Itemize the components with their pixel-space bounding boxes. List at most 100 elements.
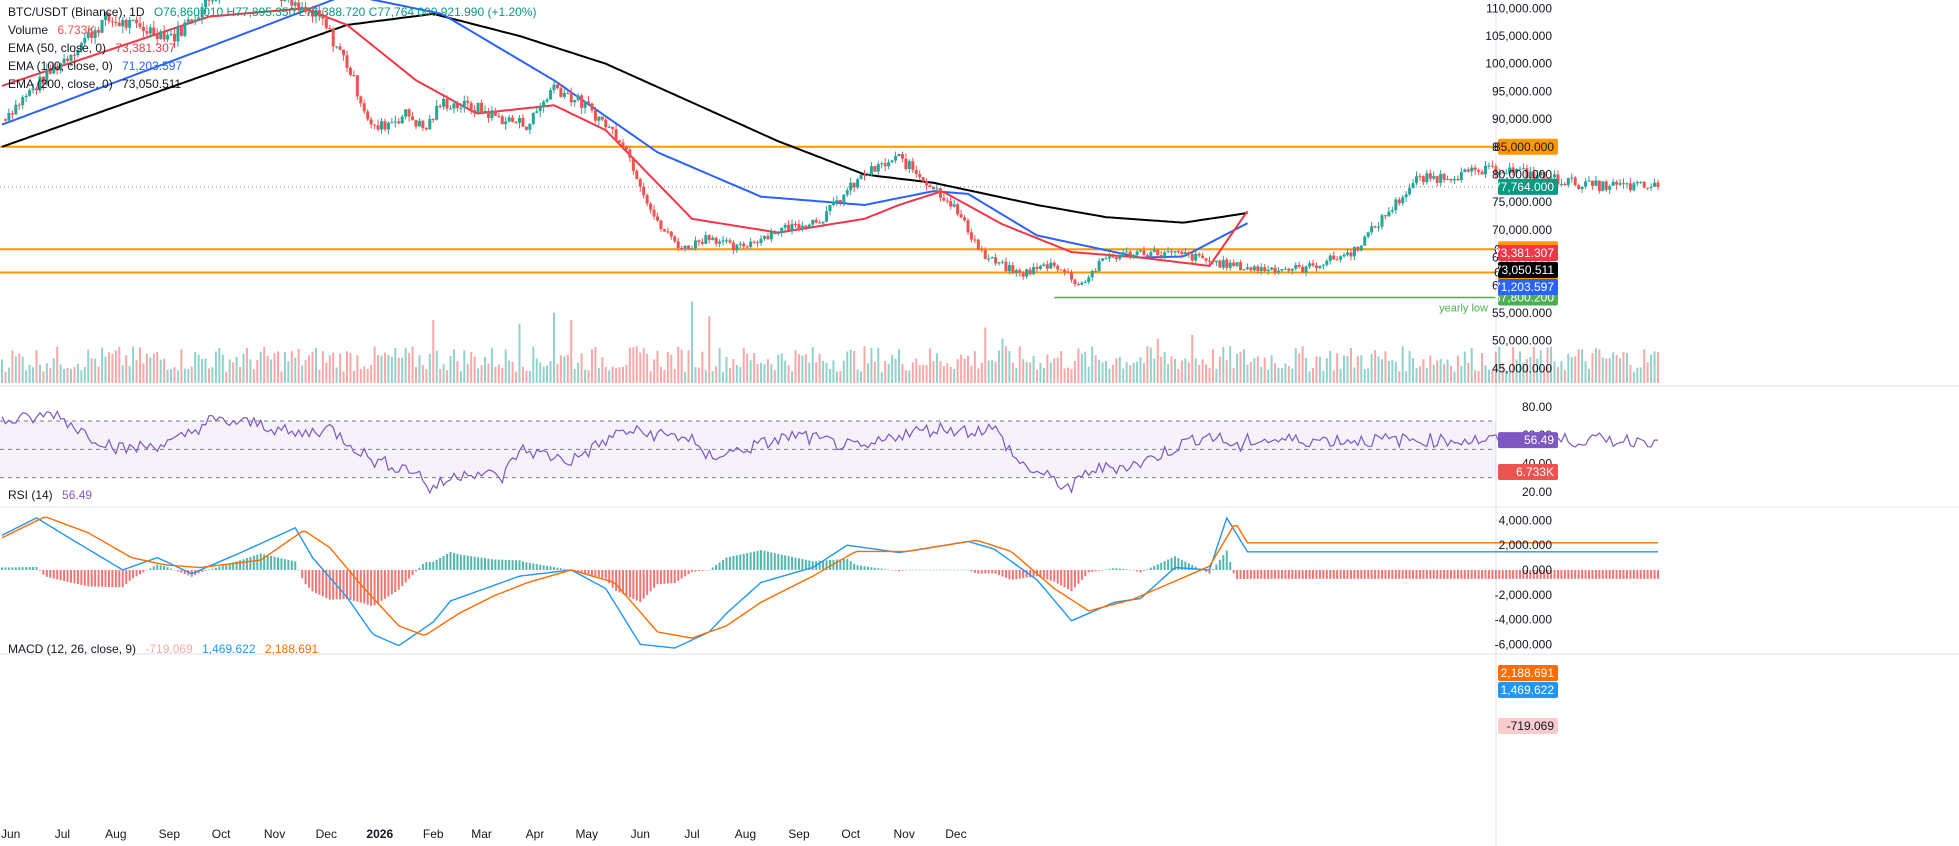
time-tick-label: Jun (1, 827, 20, 841)
candle (14, 99, 18, 115)
volume-bar (42, 371, 45, 383)
candle-body (825, 211, 829, 222)
macd-legend-label: MACD (12, 26, close, 9) (8, 642, 136, 656)
candle (52, 62, 56, 74)
volume-bar (1018, 346, 1021, 383)
macd-histogram-bar (484, 558, 486, 570)
candle-body (1235, 262, 1239, 266)
macd-histogram-bar (853, 563, 856, 570)
macd-histogram-bar (687, 569, 690, 575)
macd-histogram-bar (415, 569, 417, 572)
candle (390, 118, 394, 124)
legend-volume-value: 6.733K (57, 23, 95, 37)
candle (1139, 249, 1142, 253)
candle (1625, 182, 1629, 189)
candle-body (1642, 181, 1646, 188)
macd-histogram-bar (873, 567, 876, 570)
macd-histogram-bar (818, 560, 821, 570)
macd-histogram-bar (1049, 569, 1052, 581)
price-axis[interactable]: 110,000.000105,000.000100,000.00095,000.… (1485, 1, 1552, 651)
candle (173, 27, 176, 48)
volume-bar (418, 355, 421, 383)
macd-histogram-bar (1629, 569, 1632, 579)
macd-legend-macd: 1,469.622 (202, 642, 256, 656)
candle (621, 139, 625, 150)
tag-label: 56.49 (1524, 433, 1554, 447)
macd-histogram-bar (901, 569, 904, 571)
candle-body (531, 112, 535, 124)
candle-body (380, 121, 383, 130)
volume-bar (932, 361, 935, 383)
macd-histogram-bar (977, 569, 980, 574)
candle-body (1249, 267, 1253, 271)
candle-body (486, 111, 490, 118)
level-price-tag: 85,000.000 (1494, 138, 1558, 155)
candle-body (1014, 270, 1018, 273)
volume-bar (1084, 351, 1087, 383)
volume-bar (553, 312, 555, 383)
candle-body (518, 117, 521, 123)
macd-histogram-bar (642, 569, 645, 599)
candle-body (918, 174, 922, 178)
macd-histogram-bar (963, 569, 966, 571)
macd-histogram-bar (735, 555, 738, 570)
candle-body (1632, 183, 1636, 191)
candle-body (1408, 188, 1412, 195)
volume-bar (590, 349, 593, 383)
candle-body (138, 23, 142, 27)
candle (583, 100, 587, 114)
volume-bar (1615, 355, 1618, 383)
macd-histogram-bar (1605, 569, 1608, 579)
macd-histogram-bar (18, 567, 21, 570)
tag-background (1498, 665, 1558, 681)
volume-bar (1080, 353, 1083, 383)
macd-histogram-bar (1191, 565, 1194, 570)
volume-bar (766, 359, 769, 383)
macd-histogram-bar (456, 553, 459, 570)
candle-body (1187, 252, 1191, 255)
candlesticks[interactable] (3, 0, 1660, 287)
candle-body (31, 88, 35, 91)
rsi-pane[interactable] (0, 409, 1658, 495)
macd-pane[interactable] (1, 516, 1659, 649)
macd-histogram-bar (149, 568, 152, 570)
tag-background (1498, 138, 1558, 155)
candle-body (1380, 215, 1384, 227)
candle (1028, 266, 1032, 276)
volume-bar (1060, 351, 1063, 383)
candle-body (1142, 250, 1146, 256)
macd-histogram-bar (277, 557, 279, 570)
candle-body (452, 103, 456, 109)
candle-body (649, 203, 653, 210)
candle-body (1242, 269, 1246, 271)
volume-bar (1170, 356, 1173, 383)
candle-body (1473, 167, 1477, 171)
candle-body (1280, 269, 1284, 271)
candle (983, 247, 987, 260)
candle-body (714, 237, 718, 244)
candle (1615, 180, 1619, 190)
candle-body (1245, 267, 1249, 270)
time-tick-label: Sep (159, 827, 181, 841)
macd-histogram-bar (494, 559, 497, 570)
macd-histogram-bar (777, 553, 780, 570)
volume-bar (1639, 367, 1642, 383)
macd-histogram-bar (1205, 569, 1208, 572)
candle (569, 87, 573, 107)
candle-body (659, 220, 663, 230)
macd-histogram-bar (839, 559, 842, 570)
horizontal-levels[interactable]: yearly low (0, 145, 1496, 315)
candle-body (907, 161, 911, 169)
macd-histogram-bar (1598, 569, 1601, 579)
candle-body (549, 90, 553, 100)
candle-body (1411, 183, 1415, 189)
candle (159, 29, 163, 40)
candle (1097, 258, 1101, 273)
candle (738, 241, 742, 249)
time-axis[interactable]: Jun Jul Aug Sep Oct Nov Dec 2026 Feb Mar Apr May Jun… (1, 827, 967, 841)
candle-body (1397, 199, 1401, 204)
candle (1063, 268, 1067, 276)
macd-histogram-bar (1056, 569, 1059, 584)
